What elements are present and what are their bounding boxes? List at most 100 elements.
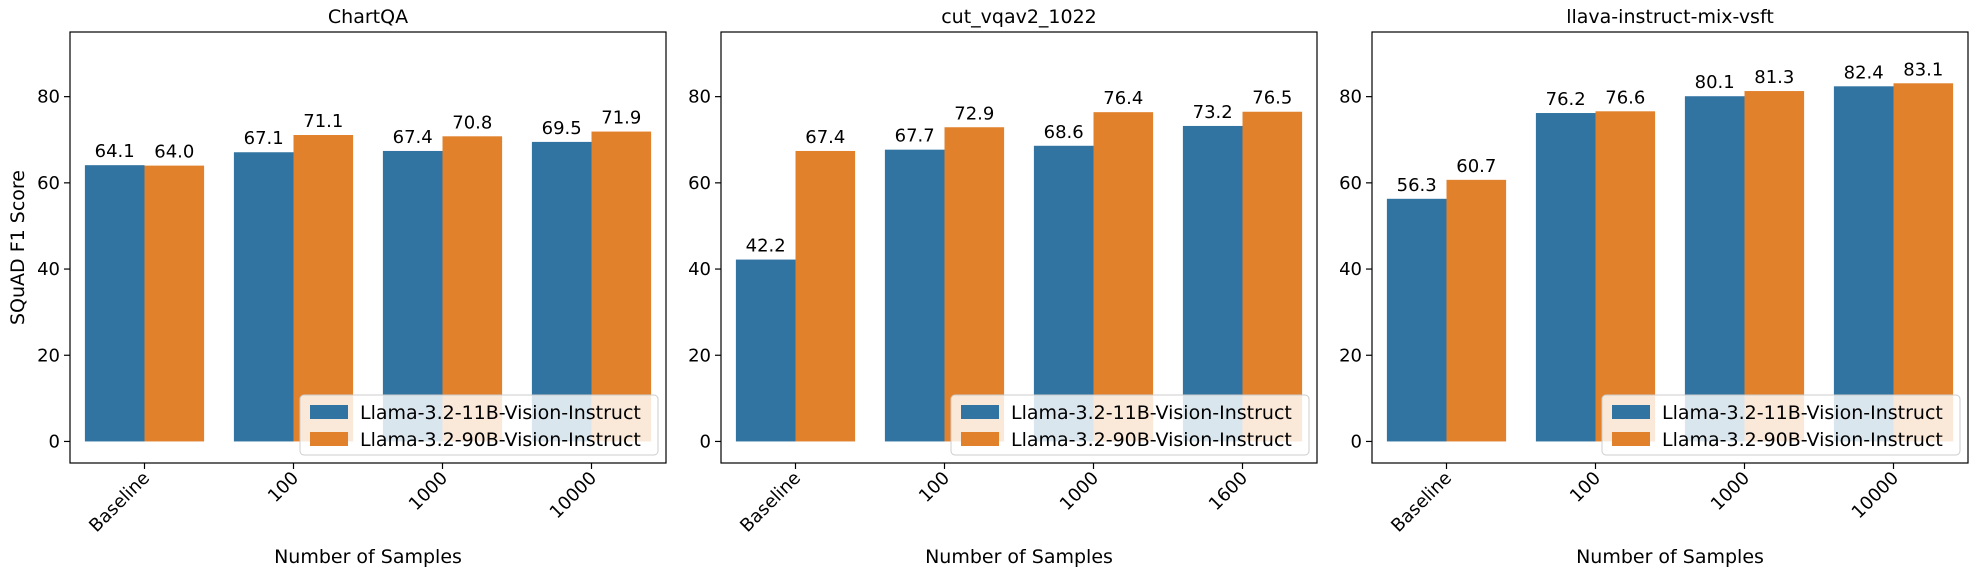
data-label: 82.4 — [1844, 62, 1884, 83]
data-label: 69.5 — [542, 118, 582, 139]
bar — [591, 131, 652, 442]
data-label: 56.3 — [1397, 175, 1437, 196]
y-tick-label: 60 — [37, 173, 60, 194]
data-label: 67.1 — [244, 128, 284, 149]
bar — [1242, 111, 1303, 442]
data-label: 71.1 — [303, 111, 343, 132]
legend-label: Llama-3.2-90B-Vision-Instruct — [1011, 429, 1292, 451]
data-label: 68.6 — [1044, 122, 1084, 143]
data-label: 67.7 — [895, 126, 935, 147]
y-tick-label: 40 — [1339, 259, 1362, 280]
bar — [233, 152, 294, 442]
bar — [1684, 96, 1745, 442]
bar — [1893, 83, 1954, 442]
y-tick-label: 80 — [1339, 87, 1362, 108]
data-label: 72.9 — [954, 103, 994, 124]
y-tick-label: 80 — [688, 87, 711, 108]
y-tick-label: 20 — [1339, 345, 1362, 366]
chart-title: ChartQA — [328, 6, 408, 28]
bar — [1446, 179, 1507, 442]
bar — [884, 149, 945, 442]
legend-swatch — [1612, 405, 1650, 419]
data-label: 76.2 — [1546, 89, 1586, 110]
legend-box — [1601, 394, 1961, 456]
data-label: 76.4 — [1103, 88, 1143, 109]
x-tick-label: 100 — [915, 468, 954, 507]
bar — [144, 165, 205, 442]
y-axis-label: SQuAD F1 Score — [7, 170, 29, 325]
legend: Llama-3.2-11B-Vision-Instruct Llama-3.2-9… — [299, 394, 659, 456]
bar — [1386, 198, 1447, 442]
x-tick-label: 1000 — [405, 468, 452, 515]
data-label: 67.4 — [393, 127, 433, 148]
legend: Llama-3.2-11B-Vision-Instruct Llama-3.2-9… — [950, 394, 1310, 456]
chart-panel: 42.2 67.7 68.6 73.2 67.4 72.9 76.4 76.5 0 20 40 60 8… — [688, 6, 1318, 568]
bar — [1093, 112, 1154, 442]
x-axis-label: Number of Samples — [1576, 546, 1764, 568]
y-tick-label: 20 — [37, 345, 60, 366]
x-tick-label: 10000 — [546, 468, 601, 523]
bar — [1744, 91, 1805, 442]
bar — [1033, 145, 1094, 442]
bar — [442, 136, 503, 442]
y-tick-label: 60 — [688, 173, 711, 194]
x-tick-label: 100 — [1566, 468, 1605, 507]
x-axis-label: Number of Samples — [925, 546, 1113, 568]
y-tick-label: 20 — [688, 345, 711, 366]
legend: Llama-3.2-11B-Vision-Instruct Llama-3.2-9… — [1601, 394, 1961, 456]
chart-title: llava-instruct-mix-vsft — [1566, 6, 1774, 28]
legend-label: Llama-3.2-90B-Vision-Instruct — [360, 429, 641, 451]
data-label: 42.2 — [746, 236, 786, 257]
data-label: 70.8 — [452, 112, 492, 133]
legend-swatch — [310, 405, 348, 419]
legend-label: Llama-3.2-90B-Vision-Instruct — [1662, 429, 1943, 451]
data-label: 76.6 — [1605, 87, 1645, 108]
bar — [1595, 111, 1656, 442]
legend-box — [950, 394, 1310, 456]
data-label: 80.1 — [1695, 72, 1735, 93]
x-tick-label: 100 — [264, 468, 303, 507]
y-tick-label: 0 — [1351, 431, 1362, 452]
data-label: 81.3 — [1754, 67, 1794, 88]
bar — [735, 259, 796, 442]
data-label: 73.2 — [1193, 102, 1233, 123]
chart-panel: 56.3 76.2 80.1 82.4 60.7 76.6 81.3 83.1 0 20 40 60 8… — [1339, 6, 1969, 568]
bar — [382, 150, 443, 442]
bar — [1535, 113, 1596, 442]
legend-swatch — [961, 405, 999, 419]
bar — [944, 127, 1005, 442]
bar — [84, 165, 145, 442]
bar — [795, 150, 856, 442]
data-label: 71.9 — [601, 108, 641, 129]
data-label: 64.0 — [154, 142, 194, 163]
legend-swatch — [1612, 432, 1650, 446]
x-tick-label: 1000 — [1707, 468, 1754, 515]
chart-title: cut_vqav2_1022 — [941, 6, 1097, 28]
y-tick-label: 0 — [700, 431, 711, 452]
bar — [293, 135, 354, 442]
x-tick-label: 1000 — [1056, 468, 1103, 515]
x-tick-label: 10000 — [1848, 468, 1903, 523]
x-axis-label: Number of Samples — [274, 546, 462, 568]
data-label: 67.4 — [805, 127, 845, 148]
bar — [1182, 125, 1243, 442]
legend-label: Llama-3.2-11B-Vision-Instruct — [360, 402, 641, 424]
axes-frame — [69, 31, 667, 464]
legend-swatch — [961, 432, 999, 446]
y-tick-label: 80 — [37, 87, 60, 108]
y-tick-label: 40 — [688, 259, 711, 280]
bar — [531, 141, 592, 442]
legend-label: Llama-3.2-11B-Vision-Instruct — [1011, 402, 1292, 424]
bar — [1833, 86, 1894, 442]
chart-panel: 64.1 67.1 67.4 69.5 64.0 71.1 70.8 71.9 0 20 40 60 8… — [7, 6, 667, 568]
data-label: 76.5 — [1252, 88, 1292, 109]
x-tick-label: 1600 — [1205, 468, 1252, 515]
x-tick-label: Baseline — [736, 468, 805, 537]
y-tick-label: 0 — [49, 431, 60, 452]
legend-box — [299, 394, 659, 456]
data-label: 64.1 — [95, 141, 135, 162]
x-tick-label: Baseline — [85, 468, 154, 537]
data-label: 83.1 — [1903, 59, 1943, 80]
legend-swatch — [310, 432, 348, 446]
